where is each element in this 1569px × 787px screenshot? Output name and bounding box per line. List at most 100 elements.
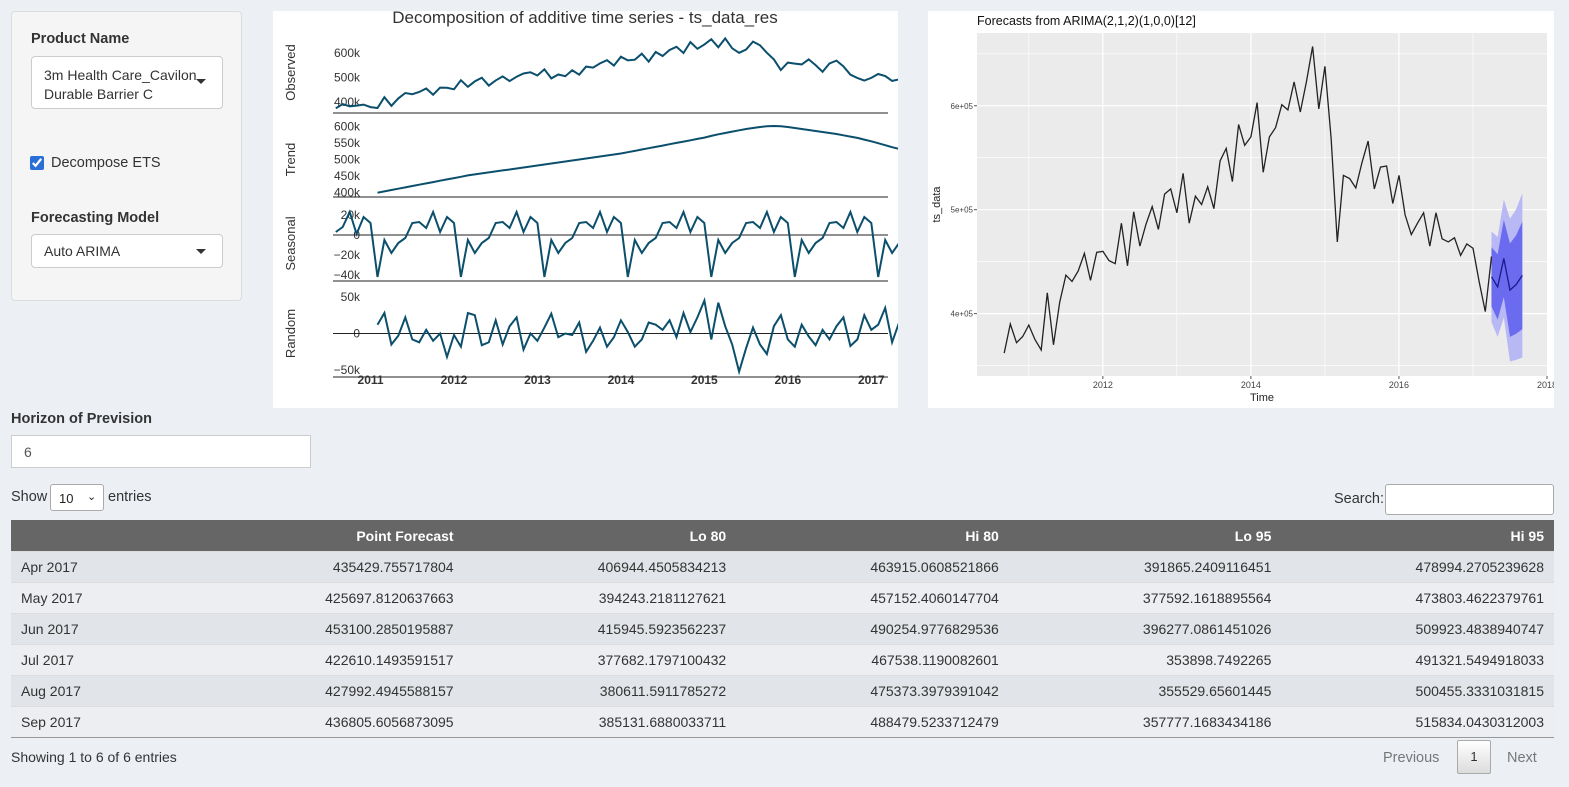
panel-label: Trend [283, 143, 298, 176]
forecasting-model-label: Forecasting Model [31, 210, 160, 226]
entries-label: entries [108, 489, 152, 505]
x-tick-label: 2013 [524, 373, 551, 387]
forecast-table: Point Forecast Lo 80 Hi 80 Lo 95 Hi 95 A… [11, 520, 1554, 738]
series-line-random [376, 296, 955, 376]
previous-button[interactable]: Previous [1383, 750, 1440, 766]
product-name-value-line2: Durable Barrier C [44, 86, 153, 102]
table-cell: 377592.1618895564 [1008, 582, 1282, 614]
table-cell: 391865.2409116451 [1008, 551, 1282, 583]
column-header[interactable]: Hi 80 [736, 520, 1009, 552]
table-row: Apr 2017 435429.755717804 406944.450583421… [11, 551, 1554, 583]
y-tick-label: 500k [334, 70, 361, 84]
page-length-select[interactable]: 10 ⌄ [50, 484, 104, 511]
decompose-ets-label: Decompose ETS [51, 155, 161, 171]
y-tick-label: 600k [334, 46, 361, 60]
product-name-value-line1: 3m Health Care_Cavilon [44, 67, 197, 83]
y-tick-label: 4e+05 [951, 310, 974, 319]
chevron-down-icon: ⌄ [87, 491, 97, 503]
table-cell: 488479.5233712479 [736, 706, 1009, 738]
next-button[interactable]: Next [1507, 750, 1537, 766]
decompose-ets-checkbox[interactable] [30, 156, 44, 170]
sidebar-panel: Product Name 3m Health Care_Cavilon Dura… [11, 11, 242, 301]
table-cell: 463915.0608521866 [736, 551, 1009, 583]
table-cell: 385131.6880033711 [463, 706, 737, 738]
table-cell: 394243.2181127621 [463, 582, 737, 614]
table-cell: 355529.65601445 [1008, 675, 1282, 707]
x-tick-label: 2016 [1389, 380, 1409, 390]
table-cell: Apr 2017 [11, 551, 191, 583]
x-tick-label: 2014 [1241, 380, 1261, 390]
table-cell: 500455.3331031815 [1281, 675, 1554, 707]
column-header[interactable]: Point Forecast [191, 520, 464, 552]
x-tick-label: 2012 [1093, 380, 1113, 390]
column-header[interactable]: Hi 95 [1281, 520, 1554, 552]
table-cell: 473803.4622379761 [1281, 582, 1554, 614]
panel-label: Observed [283, 44, 298, 100]
table-cell: 491321.5494918033 [1281, 644, 1554, 676]
forecasting-model-select[interactable]: Auto ARIMA [31, 234, 223, 268]
table-header-row: Point Forecast Lo 80 Hi 80 Lo 95 Hi 95 [11, 520, 1554, 552]
table-cell: 478994.2705239628 [1281, 551, 1554, 583]
y-tick-label: −40k [334, 268, 361, 282]
search-label: Search: [1334, 491, 1384, 507]
column-header[interactable]: Lo 80 [463, 520, 737, 552]
series-line-observed [335, 36, 991, 110]
x-tick-label: 2016 [774, 373, 801, 387]
table-cell: 475373.3979391042 [736, 675, 1009, 707]
column-header[interactable] [11, 520, 191, 552]
x-tick-label: 2012 [441, 373, 468, 387]
y-tick-label: −20k [334, 248, 361, 262]
search-input[interactable] [1385, 484, 1554, 515]
x-tick-label: 2011 [358, 373, 384, 387]
x-tick-label: 2014 [608, 373, 635, 387]
page-length-value: 10 [59, 491, 74, 506]
x-tick-label: 2017 [858, 373, 885, 387]
table-row: Jul 2017 422610.1493591517 377682.17971004… [11, 644, 1554, 676]
table-row: May 2017 425697.8120637663 394243.21811276… [11, 582, 1554, 614]
decomposition-chart: Decomposition of additive time series - … [273, 8, 1046, 408]
forecast-chart: Forecasts from ARIMA(2,1,2)(1,0,0)[12] 20… [928, 11, 1557, 408]
table-cell: 457152.4060147704 [736, 582, 1009, 614]
forecast-title: Forecasts from ARIMA(2,1,2)(1,0,0)[12] [977, 14, 1196, 28]
horizon-label: Horizon of Prevision [11, 411, 152, 427]
y-tick-label: 400k [334, 186, 361, 200]
table-cell: Jun 2017 [11, 613, 191, 645]
table-cell: Sep 2017 [11, 706, 191, 738]
series-line-seasonal [335, 209, 970, 278]
page-1-button[interactable]: 1 [1457, 740, 1491, 774]
product-name-select[interactable]: 3m Health Care_Cavilon Durable Barrier C [31, 56, 223, 109]
table-cell: 467538.1190082601 [736, 644, 1009, 676]
horizon-input[interactable] [11, 435, 311, 468]
table-cell: 422610.1493591517 [191, 644, 464, 676]
forecast-band-80 [1491, 219, 1523, 337]
table-cell: Jul 2017 [11, 644, 191, 676]
y-tick-label: 550k [334, 136, 361, 150]
table-row: Sep 2017 436805.6056873095 385131.68800337… [11, 706, 1554, 738]
table-cell: 453100.2850195887 [191, 613, 464, 645]
table-cell: 435429.755717804 [191, 551, 464, 583]
chevron-down-icon [196, 249, 206, 254]
table-cell: 357777.1683434186 [1008, 706, 1282, 738]
table-cell: 425697.8120637663 [191, 582, 464, 614]
column-header[interactable]: Lo 95 [1008, 520, 1282, 552]
table-cell: 406944.4505834213 [463, 551, 737, 583]
y-axis-label: ts_data [931, 186, 943, 223]
show-label: Show [11, 489, 48, 505]
y-tick-label: 5e+05 [951, 206, 974, 215]
decomposition-title: Decomposition of additive time series - … [392, 11, 778, 27]
forecast-mean-line [1490, 258, 1523, 292]
chevron-down-icon [196, 79, 206, 84]
y-tick-label: 500k [334, 153, 361, 167]
table-cell: 380611.5911785272 [463, 675, 737, 707]
y-tick-label: 50k [341, 290, 361, 304]
plot-panel [977, 33, 1547, 376]
y-tick-label: 600k [334, 119, 361, 133]
x-tick-label: 2018 [1537, 380, 1554, 390]
forecast-svg: Forecasts from ARIMA(2,1,2)(1,0,0)[12] 20… [931, 14, 1557, 404]
series-line-trend [377, 124, 1046, 194]
series-line-observed [1003, 46, 1493, 354]
forecasting-model-value: Auto ARIMA [44, 243, 121, 259]
table-row: Jun 2017 453100.2850195887 415945.59235622… [11, 613, 1554, 645]
x-tick-label: 2015 [691, 373, 718, 387]
table-cell: 415945.5923562237 [463, 613, 737, 645]
